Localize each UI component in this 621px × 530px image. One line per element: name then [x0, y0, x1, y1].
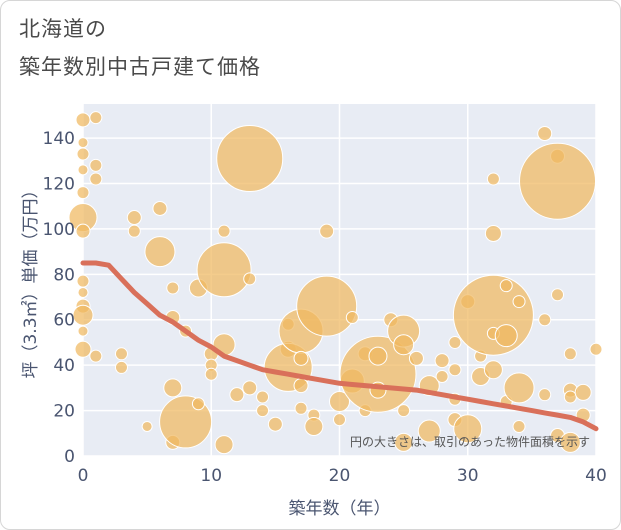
data-bubble — [339, 335, 417, 413]
y-tick-label: 120 — [43, 174, 75, 194]
data-bubble — [217, 224, 231, 238]
data-bubble — [294, 401, 308, 415]
data-bubble — [563, 390, 577, 404]
data-bubble — [333, 413, 346, 427]
data-bubble — [77, 137, 89, 149]
data-bubble — [196, 242, 252, 298]
data-bubble — [435, 370, 449, 384]
trend-line — [80, 260, 599, 432]
y-tick-labels: 0 20 40 60 80 100 120 140 — [43, 129, 75, 467]
data-bubble — [89, 111, 103, 125]
data-bubble — [551, 288, 565, 302]
data-bubble — [417, 419, 441, 443]
data-bubble — [589, 342, 603, 356]
data-bubble — [166, 281, 180, 295]
data-bubble — [483, 360, 503, 380]
data-bubble — [114, 360, 128, 374]
chart-title-line1: 北海道の — [19, 17, 107, 41]
data-bubble — [499, 279, 513, 293]
data-bubble — [72, 304, 94, 326]
data-bubble — [229, 387, 245, 403]
data-bubble — [519, 142, 597, 220]
data-bubble — [114, 347, 128, 361]
data-bubble — [293, 350, 309, 366]
data-bubble — [144, 236, 176, 268]
data-bubble — [77, 286, 89, 298]
data-bubble — [559, 431, 581, 453]
data-bubble — [296, 275, 358, 337]
bubble-size-note: 円の大きさは、取引のあった物件面積を示す — [350, 434, 590, 449]
data-bubble — [368, 346, 388, 366]
data-bubble — [394, 432, 414, 452]
data-bubble — [75, 112, 91, 128]
data-bubble — [538, 388, 552, 402]
data-bubble — [538, 313, 552, 327]
data-bubble — [214, 435, 234, 455]
data-bubble — [452, 274, 534, 356]
x-tick-label: 0 — [78, 466, 89, 486]
data-bubble — [453, 414, 483, 444]
data-bubble — [89, 172, 103, 186]
x-tick-label: 20 — [329, 466, 351, 486]
data-bubble — [76, 186, 90, 200]
data-bubble — [434, 353, 450, 369]
data-bubble — [448, 335, 462, 349]
data-bubble — [494, 324, 518, 348]
data-bubble — [243, 272, 257, 286]
data-bubble — [304, 416, 324, 436]
data-bubble — [267, 416, 283, 432]
data-bubble — [127, 224, 141, 238]
data-bubble — [74, 340, 92, 358]
data-bubble — [141, 420, 153, 432]
data-bubble — [329, 390, 350, 412]
data-bubble — [256, 390, 270, 404]
y-tick-label: 0 — [64, 447, 75, 467]
data-bubble — [574, 383, 592, 401]
data-bubble — [512, 295, 526, 309]
data-bubble — [152, 200, 168, 216]
data-bubble — [204, 367, 218, 381]
data-bubble — [77, 164, 89, 176]
x-tick-label: 40 — [585, 466, 607, 486]
data-bubble — [319, 223, 335, 239]
chart-title-line2: 築年数別中古戸建て価格 — [19, 55, 261, 79]
data-bubble — [563, 347, 577, 361]
data-bubble — [484, 224, 502, 242]
data-bubble — [242, 380, 258, 396]
bubble-layer — [68, 111, 603, 455]
data-bubble — [397, 404, 411, 418]
data-bubble — [216, 125, 284, 193]
x-axis-label: 築年数（年） — [289, 499, 391, 519]
data-bubble — [89, 349, 103, 363]
x-tick-label: 10 — [200, 466, 222, 486]
y-tick-label: 60 — [53, 311, 75, 331]
data-bubble — [503, 372, 535, 404]
data-bubble — [77, 325, 89, 337]
data-bubble — [408, 350, 424, 366]
x-tick-label: 30 — [457, 466, 479, 486]
y-tick-label: 80 — [53, 265, 75, 285]
data-bubble — [393, 334, 415, 356]
x-tick-labels: 0 10 20 30 40 — [78, 466, 607, 486]
data-bubble — [256, 404, 270, 418]
data-bubble — [448, 363, 462, 377]
data-bubble — [512, 419, 526, 433]
data-bubble — [537, 126, 553, 142]
data-bubble — [75, 223, 91, 239]
y-tick-label: 20 — [53, 402, 75, 422]
data-bubble — [163, 378, 183, 398]
y-tick-label: 140 — [43, 129, 75, 149]
data-bubble — [76, 274, 90, 288]
data-bubble — [126, 210, 142, 226]
data-bubble — [293, 378, 309, 394]
data-bubble — [191, 397, 205, 411]
y-tick-label: 40 — [53, 356, 75, 376]
data-bubble — [89, 158, 103, 172]
y-axis-label: 坪（3.3㎡）単価（万円） — [21, 181, 41, 378]
data-bubble — [486, 172, 500, 186]
data-bubble — [76, 147, 90, 161]
y-tick-label: 100 — [43, 220, 75, 240]
data-bubble — [345, 310, 359, 324]
